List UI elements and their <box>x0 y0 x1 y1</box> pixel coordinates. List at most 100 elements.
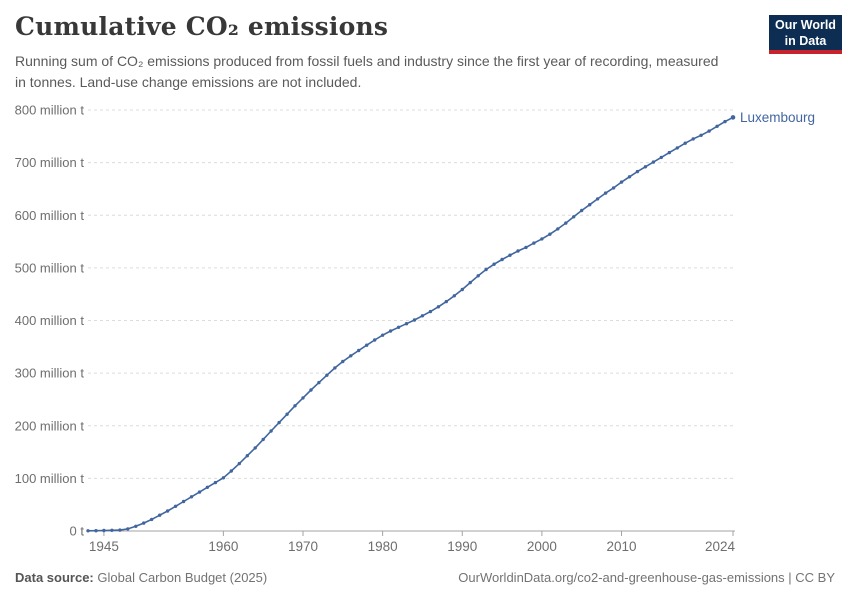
data-point <box>317 380 321 385</box>
data-point <box>564 221 568 225</box>
data-point <box>173 504 178 508</box>
data-point <box>683 141 687 145</box>
owid-logo[interactable]: Our World in Data <box>769 15 842 54</box>
series-label[interactable]: Luxembourg <box>740 110 815 125</box>
x-tick-label: 2000 <box>527 539 557 554</box>
y-tick-label: 0 t <box>70 524 85 539</box>
data-point <box>699 133 703 137</box>
series-line <box>87 116 734 532</box>
data-point <box>373 338 377 342</box>
data-point <box>667 150 671 155</box>
data-point <box>484 267 488 272</box>
data-source: Data source: Global Carbon Budget (2025) <box>15 570 267 585</box>
data-point <box>261 437 265 442</box>
x-tick-label: 1945 <box>89 539 119 554</box>
data-point <box>675 146 679 150</box>
data-point <box>643 165 648 169</box>
data-point <box>468 280 472 285</box>
x-tick-label: 1960 <box>208 539 238 554</box>
y-tick-label: 600 million t <box>15 208 85 223</box>
data-point <box>285 412 289 416</box>
data-point <box>508 253 512 257</box>
data-point <box>635 169 640 174</box>
y-tick-label: 100 million t <box>15 471 85 486</box>
data-point <box>627 175 632 179</box>
data-point <box>86 529 90 533</box>
footer-link[interactable]: OurWorldinData.org/co2-and-greenhouse-ga… <box>458 570 835 585</box>
data-point <box>293 404 297 408</box>
plot-area[interactable] <box>88 100 735 531</box>
data-point <box>189 495 194 499</box>
data-point <box>118 528 122 532</box>
data-point <box>365 343 369 347</box>
chart-subtitle: Running sum of CO₂ emissions produced fr… <box>15 53 719 90</box>
data-point <box>444 299 448 304</box>
data-point <box>588 203 592 207</box>
data-point <box>205 485 210 489</box>
x-tick-label: 2010 <box>606 539 636 554</box>
y-tick-label: 400 million t <box>15 313 85 328</box>
y-tick-label: 800 million t <box>15 103 85 118</box>
data-point <box>611 186 616 190</box>
data-point <box>349 354 353 358</box>
data-point <box>309 388 313 392</box>
data-point <box>412 318 417 322</box>
data-point <box>341 359 345 364</box>
data-point <box>134 524 138 528</box>
data-point <box>452 294 456 298</box>
data-point <box>532 241 536 245</box>
data-point <box>181 499 186 504</box>
data-source-value: Global Carbon Budget (2025) <box>97 570 268 585</box>
line-chart: 0 t 100 million t 200 million t 300 million… <box>15 100 815 555</box>
data-point <box>301 396 305 400</box>
data-point <box>150 517 154 522</box>
data-point <box>357 348 361 353</box>
data-point <box>492 262 496 266</box>
data-point <box>269 429 273 433</box>
data-point <box>404 322 409 326</box>
data-point <box>142 521 146 525</box>
data-point <box>619 180 624 184</box>
data-point <box>325 373 329 377</box>
data-point <box>245 454 249 458</box>
data-point <box>540 237 544 241</box>
data-point <box>603 191 608 195</box>
data-point <box>595 197 600 201</box>
data-point <box>94 529 98 533</box>
data-point <box>221 476 226 480</box>
data-point <box>197 490 202 494</box>
x-tick-label: 1990 <box>447 539 477 554</box>
data-point <box>659 155 663 160</box>
data-point <box>380 333 385 337</box>
series-end-point <box>730 115 736 120</box>
data-point <box>436 305 441 309</box>
data-point <box>476 274 480 278</box>
x-tick-label: 1970 <box>288 539 318 554</box>
data-point <box>580 208 584 213</box>
data-point <box>253 446 257 450</box>
x-tick-label: 2024 <box>705 539 736 554</box>
data-point <box>229 469 233 473</box>
y-tick-label: 300 million t <box>15 366 85 381</box>
data-point <box>165 509 170 513</box>
data-point <box>237 461 241 466</box>
data-point <box>548 232 552 236</box>
data-point <box>396 325 401 329</box>
data-point <box>388 329 393 333</box>
data-point <box>715 124 719 128</box>
data-point <box>102 528 106 533</box>
data-source-label: Data source: <box>15 570 94 585</box>
data-point <box>707 129 711 133</box>
data-point <box>723 119 727 124</box>
chart-title: Cumulative CO₂ emissions <box>15 12 389 41</box>
y-tick-label: 500 million t <box>15 260 85 275</box>
data-point <box>460 287 464 292</box>
data-point <box>516 249 520 253</box>
data-point <box>333 366 337 370</box>
data-point <box>428 309 433 314</box>
data-point <box>500 257 504 262</box>
y-tick-label: 200 million t <box>15 418 85 433</box>
data-point <box>572 215 576 219</box>
data-point <box>691 137 695 141</box>
